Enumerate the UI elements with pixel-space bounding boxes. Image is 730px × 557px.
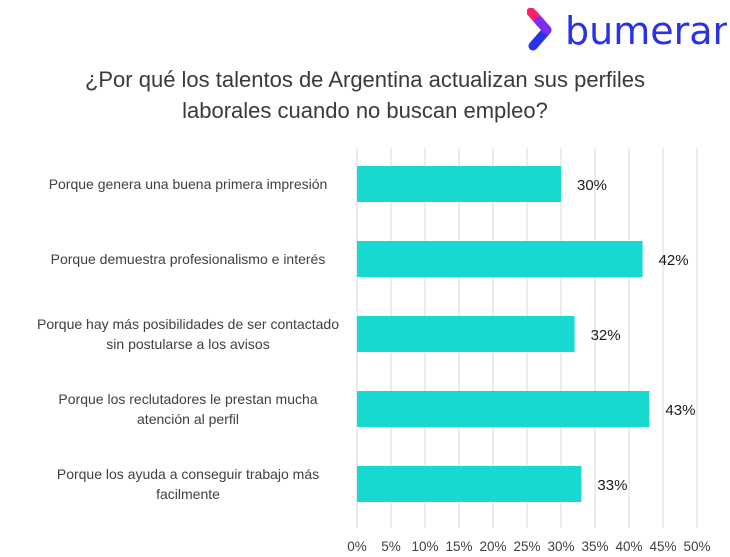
x-tick-label: 30%: [547, 539, 574, 554]
category-label: Porque hay más posibilidades de ser cont…: [37, 316, 339, 332]
bar: [357, 166, 561, 202]
category-label: Porque demuestra profesionalismo e inter…: [51, 251, 326, 267]
x-tick-label: 20%: [479, 539, 506, 554]
category-label: Porque genera una buena primera impresió…: [49, 176, 328, 192]
bumeran-logo: bumeran: [527, 8, 727, 53]
x-tick-label: 45%: [649, 539, 676, 554]
x-tick-label: 5%: [381, 539, 401, 554]
bar: [357, 466, 582, 502]
bar: [357, 241, 643, 277]
x-tick-label: 35%: [581, 539, 608, 554]
data-label: 43%: [665, 402, 695, 419]
data-label: 33%: [597, 477, 627, 494]
x-tick-label: 15%: [445, 539, 472, 554]
x-tick-label: 25%: [513, 539, 540, 554]
category-label: Porque los reclutadores le prestan mucha: [58, 391, 317, 407]
logo-wordmark: bumeran: [565, 9, 727, 53]
data-label: 42%: [659, 252, 689, 269]
chart-title-line-1: ¿Por qué los talentos de Argentina actua…: [84, 67, 646, 92]
data-label: 32%: [591, 327, 621, 344]
x-tick-label: 50%: [683, 539, 710, 554]
category-label: sin postularse a los avisos: [106, 336, 269, 352]
chart-title-line-2: laborales cuando no buscan empleo?: [182, 98, 548, 123]
category-label: Porque los ayuda a conseguir trabajo más: [57, 466, 319, 482]
bar: [357, 316, 575, 352]
x-tick-label: 40%: [615, 539, 642, 554]
chart-title: ¿Por qué los talentos de Argentina actua…: [20, 64, 710, 126]
bar: [357, 391, 650, 427]
x-tick-label: 10%: [411, 539, 438, 554]
category-label: facilmente: [156, 486, 220, 502]
data-label: 30%: [577, 177, 607, 194]
x-tick-label: 0%: [347, 539, 367, 554]
category-label: atención al perfil: [137, 411, 239, 427]
